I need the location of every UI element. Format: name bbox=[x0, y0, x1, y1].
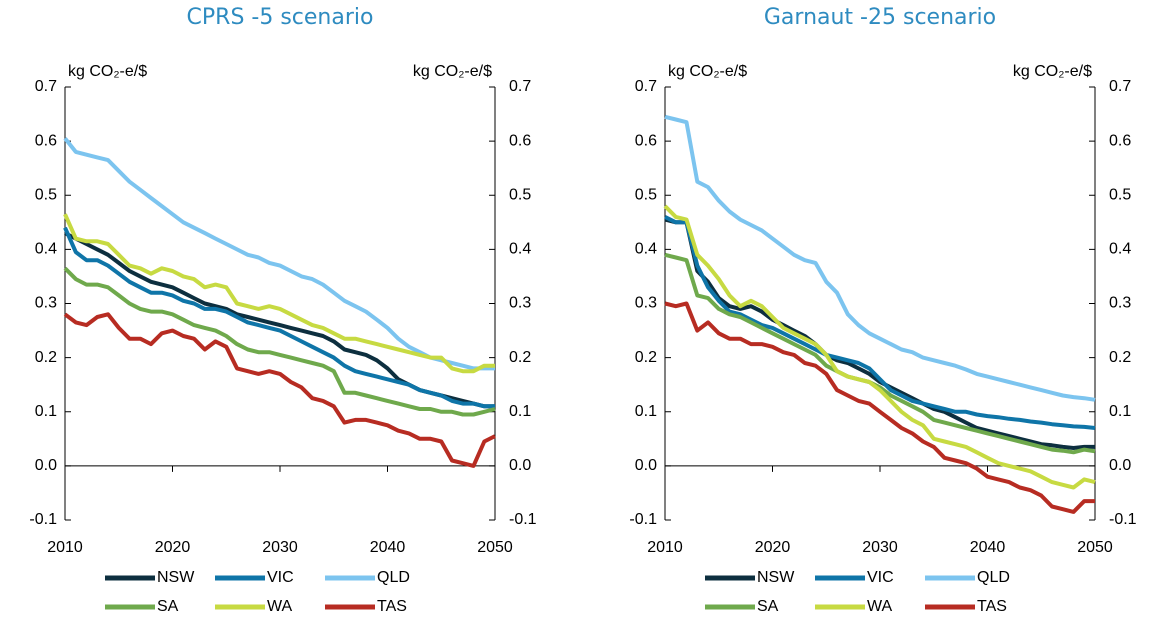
y2-tick-label: 0.4 bbox=[509, 241, 531, 258]
x-tick-label: 2050 bbox=[477, 539, 513, 556]
y2-tick-label: 0.0 bbox=[509, 457, 531, 474]
x-tick-label: 2030 bbox=[262, 539, 298, 556]
legend-label: TAS bbox=[977, 598, 1007, 615]
y-tick-label: 0.1 bbox=[35, 403, 57, 420]
y2-tick-label: -0.1 bbox=[1109, 511, 1137, 528]
y2-tick-label: 0.5 bbox=[1109, 186, 1131, 203]
series-line bbox=[664, 215, 1096, 430]
y-tick-label: 0.5 bbox=[35, 186, 57, 203]
y-tick-label: 0.3 bbox=[635, 295, 657, 312]
y-tick-label: 0.0 bbox=[635, 457, 657, 474]
y2-tick-label: 0.2 bbox=[509, 349, 531, 366]
legend-label: SA bbox=[757, 598, 779, 615]
series-line bbox=[663, 204, 1096, 490]
y2-tick-label: -0.1 bbox=[509, 511, 537, 528]
y-tick-label: 0.0 bbox=[35, 457, 57, 474]
y2-tick-label: 0.7 bbox=[1109, 78, 1131, 95]
y-axis-label: kg CO₂-e/$ bbox=[68, 63, 147, 80]
x-tick-label: 2050 bbox=[1077, 539, 1113, 556]
y-tick-label: 0.4 bbox=[35, 241, 57, 258]
y-tick-label: 0.6 bbox=[635, 132, 657, 149]
y2-tick-label: 0.1 bbox=[1109, 403, 1131, 420]
series-line bbox=[63, 226, 495, 409]
series-line bbox=[64, 231, 495, 409]
y2-tick-label: 0.6 bbox=[509, 132, 531, 149]
series-line bbox=[63, 266, 496, 417]
y2-axis-label: kg CO₂-e/$ bbox=[413, 63, 492, 80]
y2-tick-label: 0.6 bbox=[1109, 132, 1131, 149]
y-tick-label: 0.7 bbox=[35, 78, 57, 95]
x-tick-label: 2010 bbox=[47, 539, 83, 556]
legend-label: QLD bbox=[977, 569, 1010, 586]
y-tick-label: 0.7 bbox=[635, 78, 657, 95]
y2-tick-label: 0.4 bbox=[1109, 241, 1131, 258]
y-tick-label: 0.2 bbox=[635, 349, 657, 366]
chart-title: Garnaut -25 scenario bbox=[764, 5, 996, 30]
legend-label: NSW bbox=[757, 569, 795, 586]
chart-title: CPRS -5 scenario bbox=[187, 5, 374, 30]
series-line bbox=[664, 114, 1096, 402]
legend-label: VIC bbox=[867, 569, 894, 586]
legend-label: WA bbox=[267, 598, 293, 615]
x-tick-label: 2020 bbox=[155, 539, 191, 556]
legend-label: TAS bbox=[377, 598, 407, 615]
series-line bbox=[664, 252, 1096, 455]
y-tick-label: 0.4 bbox=[635, 241, 657, 258]
y-tick-label: 0.3 bbox=[35, 295, 57, 312]
x-tick-label: 2040 bbox=[970, 539, 1006, 556]
y-tick-label: 0.5 bbox=[635, 186, 657, 203]
y-axis-label: kg CO₂-e/$ bbox=[668, 63, 747, 80]
y-tick-label: -0.1 bbox=[629, 511, 657, 528]
x-tick-label: 2040 bbox=[370, 539, 406, 556]
series-line bbox=[63, 213, 495, 374]
series-line bbox=[664, 301, 1095, 514]
x-tick-label: 2010 bbox=[647, 539, 683, 556]
y-tick-label: -0.1 bbox=[29, 511, 57, 528]
legend-label: QLD bbox=[377, 569, 410, 586]
legend-label: VIC bbox=[267, 569, 294, 586]
legend-label: WA bbox=[867, 598, 893, 615]
y2-tick-label: 0.2 bbox=[1109, 349, 1131, 366]
x-tick-label: 2030 bbox=[862, 539, 898, 556]
y2-tick-label: 0.1 bbox=[509, 403, 531, 420]
y2-tick-label: 0.3 bbox=[509, 295, 531, 312]
y2-tick-label: 0.5 bbox=[509, 186, 531, 203]
series-line bbox=[63, 312, 496, 468]
y2-tick-label: 0.7 bbox=[509, 78, 531, 95]
y-tick-label: 0.6 bbox=[35, 132, 57, 149]
series-line bbox=[63, 137, 495, 371]
y-tick-label: 0.1 bbox=[635, 403, 657, 420]
y2-tick-label: 0.0 bbox=[1109, 457, 1131, 474]
x-tick-label: 2020 bbox=[755, 539, 791, 556]
legend-label: NSW bbox=[157, 569, 195, 586]
y2-axis-label: kg CO₂-e/$ bbox=[1013, 63, 1092, 80]
y-tick-label: 0.2 bbox=[35, 349, 57, 366]
legend-label: SA bbox=[157, 598, 179, 615]
y2-tick-label: 0.3 bbox=[1109, 295, 1131, 312]
